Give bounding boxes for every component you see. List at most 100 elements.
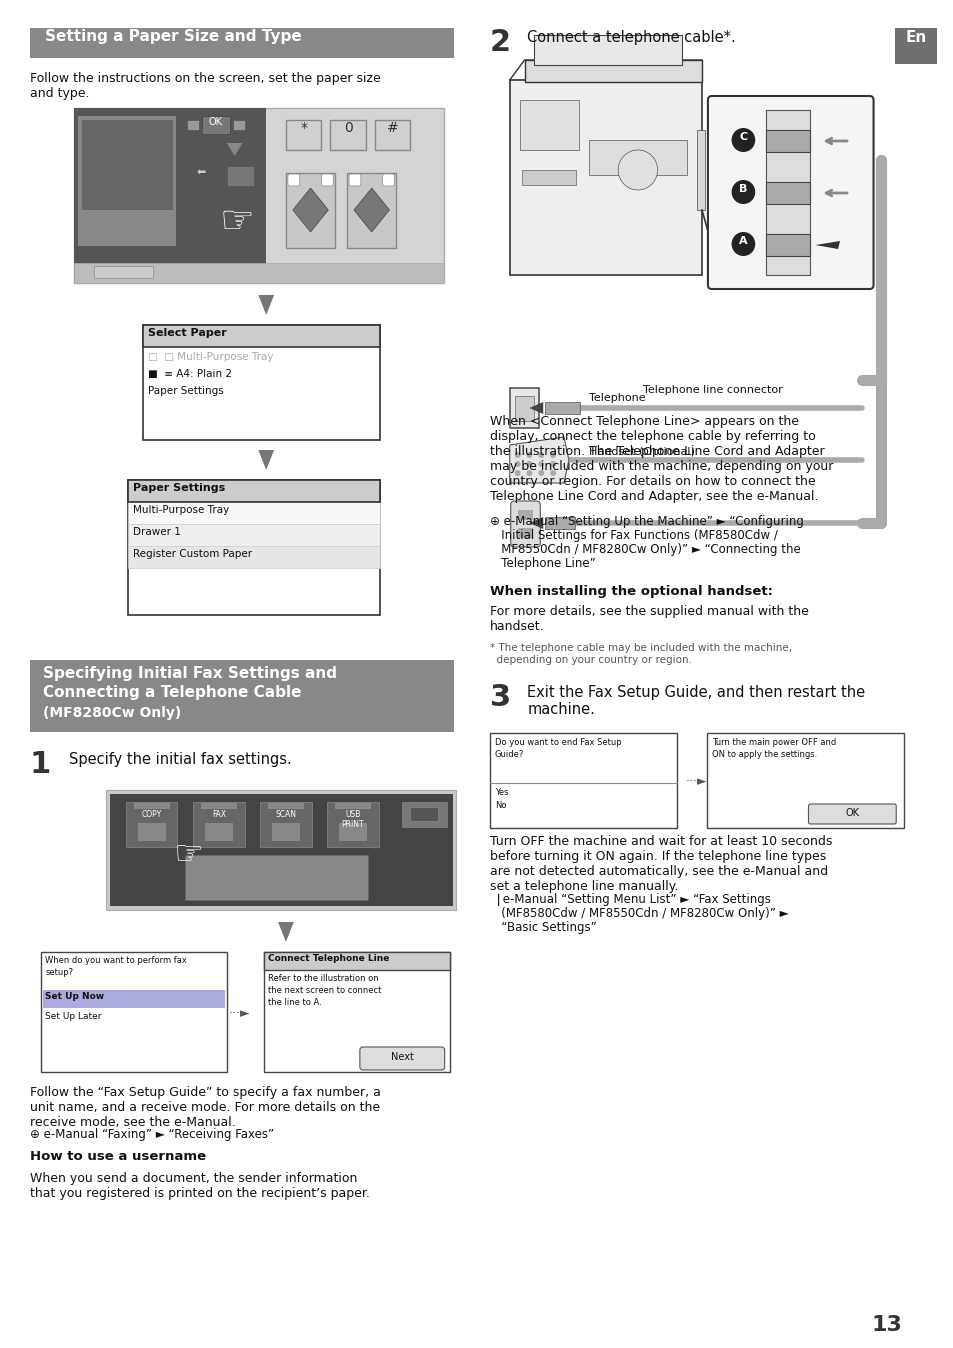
Text: Telephone Line”: Telephone Line”	[490, 557, 595, 570]
Circle shape	[514, 470, 520, 476]
Text: B: B	[739, 183, 747, 194]
Bar	[128, 480, 379, 615]
Circle shape	[731, 181, 755, 204]
Bar	[330, 120, 365, 150]
Text: When you send a document, the sender information
that you registered is printed : When you send a document, the sender inf…	[30, 1171, 369, 1200]
Circle shape	[731, 232, 755, 256]
Bar	[128, 501, 379, 524]
Text: the line to A.: the line to A.	[268, 998, 321, 1007]
Bar	[327, 802, 378, 847]
Text: Refer to the illustration on: Refer to the illustration on	[268, 975, 378, 983]
Text: 2: 2	[490, 28, 511, 57]
Bar	[233, 120, 244, 129]
Text: USB
PRINT: USB PRINT	[341, 810, 364, 829]
Bar	[193, 802, 244, 847]
Circle shape	[731, 128, 755, 152]
Text: FAX: FAX	[212, 810, 226, 820]
Bar	[286, 120, 321, 150]
Text: * The telephone cable may be included with the machine,
  depending on your coun: * The telephone cable may be included wi…	[490, 643, 791, 665]
Text: ON to apply the settings.: ON to apply the settings.	[711, 749, 817, 759]
Bar	[128, 546, 379, 568]
Bar	[74, 108, 443, 283]
Bar	[517, 528, 533, 538]
Text: When do you want to perform fax: When do you want to perform fax	[46, 956, 187, 965]
Bar	[74, 108, 266, 283]
Bar	[201, 803, 236, 809]
Text: Set Up Later: Set Up Later	[46, 1012, 102, 1020]
Bar	[126, 802, 177, 847]
Text: When <Connect Telephone Line> appears on the
display, connect the telephone cabl: When <Connect Telephone Line> appears on…	[490, 415, 833, 503]
Text: (MF8580Cdw / MF8550Cdn / MF8280Cw Only)” ►: (MF8580Cdw / MF8550Cdn / MF8280Cw Only)”…	[490, 907, 788, 919]
Bar	[43, 989, 225, 1008]
Bar	[260, 802, 312, 847]
Bar	[509, 80, 701, 275]
FancyBboxPatch shape	[321, 174, 333, 186]
Bar	[286, 173, 335, 248]
Text: ⊕ e-Manual “Setting Up the Machine” ► “Configuring: ⊕ e-Manual “Setting Up the Machine” ► “C…	[490, 515, 803, 528]
Bar	[524, 61, 701, 82]
Text: No: No	[495, 801, 506, 810]
Bar	[205, 824, 233, 841]
Text: Connecting a Telephone Cable: Connecting a Telephone Cable	[43, 685, 301, 700]
Text: *: *	[300, 121, 307, 135]
Polygon shape	[354, 187, 389, 232]
FancyBboxPatch shape	[707, 96, 873, 288]
Text: OK: OK	[845, 807, 859, 818]
Text: C: C	[739, 132, 747, 142]
Circle shape	[526, 452, 532, 458]
Text: Next: Next	[391, 1051, 414, 1062]
Bar	[143, 325, 379, 439]
Text: When installing the optional handset:: When installing the optional handset:	[490, 585, 772, 599]
Polygon shape	[258, 295, 274, 315]
Text: Specify the initial fax settings.: Specify the initial fax settings.	[69, 752, 292, 767]
Bar	[765, 111, 810, 275]
Bar	[765, 182, 810, 204]
Circle shape	[618, 150, 657, 190]
Polygon shape	[258, 450, 274, 470]
Text: SCAN: SCAN	[275, 810, 296, 820]
FancyBboxPatch shape	[807, 803, 895, 824]
Text: Follow the instructions on the screen, set the paper size
and type.: Follow the instructions on the screen, s…	[30, 71, 380, 100]
Text: □  □ Multi-Purpose Tray: □ □ Multi-Purpose Tray	[148, 352, 274, 363]
Text: En: En	[904, 30, 925, 44]
Bar	[93, 266, 152, 278]
Bar	[765, 129, 810, 152]
Bar	[514, 396, 534, 421]
Bar	[138, 824, 166, 841]
Bar	[517, 510, 533, 520]
Bar	[134, 803, 170, 809]
Text: ⊕ e-Manual “Faxing” ► “Receiving Faxes”: ⊕ e-Manual “Faxing” ► “Receiving Faxes”	[30, 1128, 274, 1140]
FancyBboxPatch shape	[288, 174, 299, 186]
Text: ☞: ☞	[173, 838, 203, 871]
Bar	[185, 855, 367, 900]
Text: Drawer 1: Drawer 1	[133, 527, 181, 537]
FancyBboxPatch shape	[510, 501, 539, 547]
Text: How to use a username: How to use a username	[30, 1150, 206, 1163]
Bar	[402, 802, 446, 828]
Polygon shape	[227, 143, 242, 156]
Circle shape	[537, 461, 543, 466]
Text: Paper Settings: Paper Settings	[148, 386, 223, 396]
Bar	[490, 733, 677, 828]
Text: COPY: COPY	[142, 810, 162, 820]
Text: Yes: Yes	[495, 789, 508, 797]
Bar	[74, 263, 443, 283]
Circle shape	[550, 470, 556, 476]
FancyBboxPatch shape	[382, 174, 394, 186]
Bar	[765, 235, 810, 256]
Bar	[375, 120, 410, 150]
Text: #: #	[386, 121, 397, 135]
Text: Multi-Purpose Tray: Multi-Purpose Tray	[133, 506, 229, 515]
Bar	[78, 116, 176, 245]
Polygon shape	[293, 187, 328, 232]
Text: the next screen to connect: the next screen to connect	[268, 985, 381, 995]
Text: Set Up Now: Set Up Now	[46, 992, 105, 1002]
Bar	[519, 100, 578, 150]
Bar	[697, 129, 704, 210]
Text: Paper Settings: Paper Settings	[133, 483, 225, 493]
Bar	[339, 824, 366, 841]
Polygon shape	[529, 402, 542, 414]
Circle shape	[514, 461, 520, 466]
Text: For more details, see the supplied manual with the
handset.: For more details, see the supplied manua…	[490, 605, 808, 634]
Text: 1: 1	[30, 749, 51, 779]
